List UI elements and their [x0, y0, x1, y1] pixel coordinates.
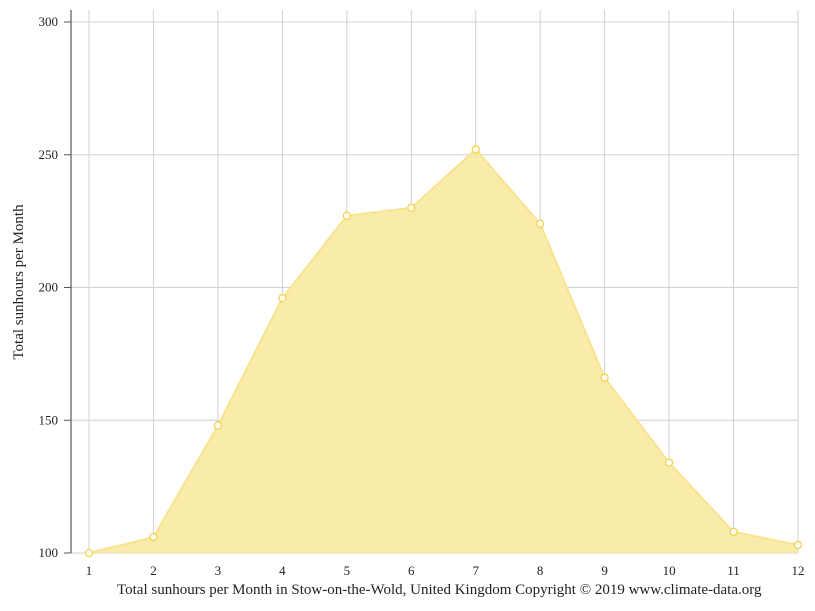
- y-tick-label-200: 200: [39, 280, 59, 295]
- x-tick-label-9: 9: [601, 563, 608, 578]
- data-point-month-6: [407, 203, 416, 213]
- x-tick-label-8: 8: [537, 563, 544, 578]
- sunhours-area-fill: [89, 149, 798, 553]
- y-tick-label-300: 300: [39, 14, 59, 29]
- y-tick-label-100: 100: [39, 545, 59, 560]
- data-point-month-9: [600, 373, 609, 382]
- x-tick-label-5: 5: [344, 563, 351, 578]
- x-tick-label-3: 3: [215, 563, 222, 578]
- y-tick-label-250: 250: [39, 147, 59, 162]
- x-tick-label-11: 11: [727, 563, 740, 578]
- x-tick-label-6: 6: [408, 563, 415, 578]
- x-tick-label-10: 10: [663, 563, 676, 578]
- data-point-month-10: [664, 458, 674, 467]
- x-tick-label-12: 12: [792, 563, 805, 578]
- x-tick-label-2: 2: [150, 563, 157, 578]
- y-axis-title: Total sunhours per Month: [11, 204, 27, 360]
- chart-caption: Total sunhours per Month in Stow-on-the-…: [117, 582, 762, 598]
- sunhours-line: [88, 148, 799, 554]
- data-point-month-3: [213, 421, 223, 430]
- x-tick-label-7: 7: [472, 563, 479, 578]
- axes: [64, 10, 72, 554]
- data-point-month-7: [471, 145, 480, 154]
- data-point-month-5: [342, 211, 351, 220]
- data-point-month-2: [149, 532, 158, 542]
- data-markers: [84, 145, 803, 558]
- area-layer: [88, 148, 799, 554]
- data-point-month-12: [793, 540, 803, 550]
- x-tick-label-4: 4: [279, 563, 286, 578]
- y-tick-label-150: 150: [39, 412, 59, 427]
- data-point-month-8: [536, 219, 545, 228]
- data-point-month-11: [729, 527, 738, 536]
- x-tick-label-1: 1: [86, 563, 93, 578]
- data-point-month-1: [84, 548, 94, 558]
- data-point-month-4: [278, 293, 287, 303]
